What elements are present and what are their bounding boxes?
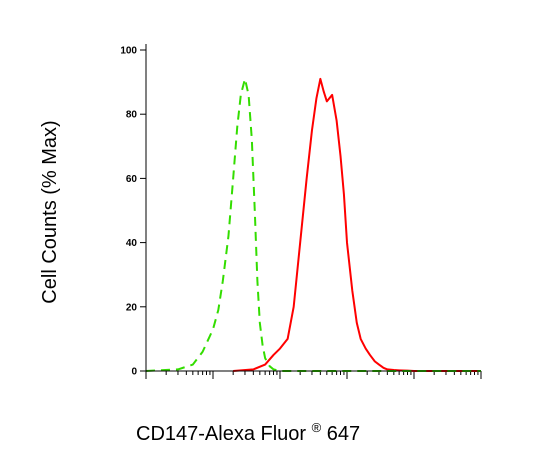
y-tick-label: 80 — [126, 110, 138, 121]
y-tick-label: 60 — [126, 174, 138, 185]
x-axis-title-tail: 647 — [327, 423, 360, 445]
y-tick-label: 100 — [120, 46, 137, 57]
y-tick-label: 40 — [126, 238, 138, 249]
x-axis-title: CD147-Alexa Fluor ® 647 — [136, 415, 360, 445]
series-layer — [145, 77, 481, 372]
dashed-green-series — [145, 77, 481, 372]
x-axis-title-superscript: ® — [312, 420, 322, 435]
y-axis-title: Cell Counts (% Max) — [39, 120, 61, 303]
y-axis-ticks: 0 20 40 60 80 100 — [120, 46, 146, 378]
x-axis-title-main: CD147-Alexa Fluor — [136, 423, 306, 445]
solid-red-series — [233, 77, 481, 372]
y-tick-label: 0 — [131, 367, 137, 378]
x-axis-ticks — [145, 371, 482, 379]
y-tick-label: 20 — [126, 302, 138, 313]
